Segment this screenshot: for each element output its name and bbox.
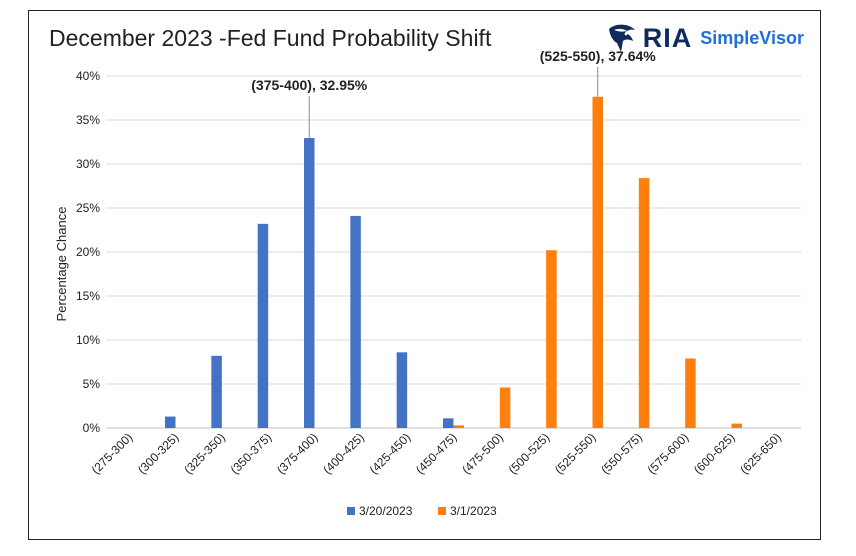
legend-label: 3/1/2023 (450, 504, 497, 518)
bar-series1 (257, 223, 269, 428)
bar-series2 (592, 96, 603, 428)
bar-series1 (396, 352, 408, 428)
legend-swatch (438, 507, 446, 515)
x-tick-label: (425-450) (367, 430, 414, 477)
x-tick-label: (350-375) (228, 430, 275, 477)
y-tick-label: 10% (76, 333, 100, 347)
bar-chart: 0% 5% 10% 15% 20% 25% 30% 35% 40% (275-300) (300-… (54, 48, 801, 518)
y-tick-label: 35% (76, 113, 100, 127)
x-tick-label: (450-475) (413, 430, 460, 477)
legend: 3/20/2023 3/1/2023 (347, 504, 497, 518)
y-axis-label: Percentage Chance (54, 207, 69, 322)
x-tick-label: (375-400) (274, 430, 321, 477)
x-tick-label: (550-575) (598, 430, 645, 477)
y-tick-label: 15% (76, 289, 100, 303)
bar-series2 (499, 387, 511, 428)
eagle-head-icon (608, 24, 635, 52)
bar-series2 (638, 178, 650, 428)
gridlines (106, 75, 801, 429)
y-tick-label: 25% (76, 201, 100, 215)
bar-series2 (685, 358, 696, 428)
y-tick-label: 5% (83, 377, 101, 391)
x-tick-label: (575-600) (645, 430, 692, 477)
chart-frame: December 2023 -Fed Fund Probability Shif… (28, 10, 821, 540)
x-tick-label: (525-550) (552, 430, 599, 477)
bar-series2 (731, 423, 742, 428)
x-tick-label: (475-500) (459, 430, 506, 477)
bar-series1 (443, 418, 454, 428)
bar-series2 (453, 425, 464, 428)
bar-series1 (165, 416, 176, 428)
x-tick-label: (500-525) (506, 430, 553, 477)
x-tick-label: (400-425) (320, 430, 367, 477)
logo-product-text: SimpleVisor (700, 27, 804, 48)
y-tick-label: 30% (76, 157, 100, 171)
y-tick-label: 0% (83, 421, 101, 435)
chart-title: December 2023 -Fed Fund Probability Shif… (49, 25, 492, 51)
ria-simplevisor-logo: RIA SimpleVisor (605, 21, 804, 55)
logo-brand-text: RIA (642, 22, 693, 53)
bar-series1 (211, 355, 222, 428)
bar-series1 (350, 215, 361, 428)
y-tick-label: 20% (76, 245, 100, 259)
annotation-label: (375-400), 32.95% (251, 77, 368, 93)
x-tick-label: (600-625) (691, 430, 738, 477)
legend-label: 3/20/2023 (359, 504, 413, 518)
y-tick-label: 40% (76, 69, 100, 83)
bars (165, 96, 742, 428)
bar-series1 (304, 138, 315, 428)
x-tick-label: (325-350) (181, 430, 228, 477)
x-tick-label: (275-300) (89, 430, 136, 477)
annotations: (375-400), 32.95% (525-550), 37.64% (251, 48, 657, 139)
x-axis-ticks: (275-300) (300-325) (325-350) (350-375) (375… (89, 430, 784, 477)
x-tick-label: (300-325) (135, 430, 182, 477)
x-tick-label: (625-650) (737, 430, 784, 477)
bar-series2 (546, 250, 557, 428)
y-axis-ticks: 0% 5% 10% 15% 20% 25% 30% 35% 40% (76, 69, 100, 435)
annotation-label: (525-550), 37.64% (540, 48, 657, 64)
legend-swatch (347, 507, 355, 515)
